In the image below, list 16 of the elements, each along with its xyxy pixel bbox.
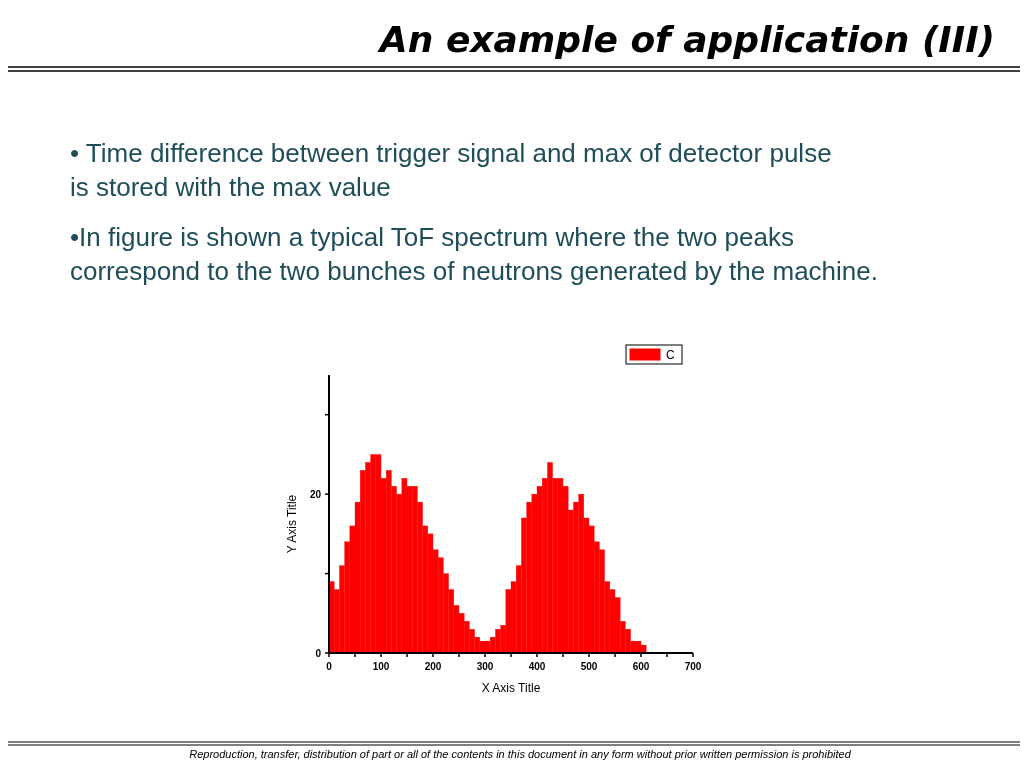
x-axis-title: X Axis Title	[481, 681, 541, 695]
chart-title: An example of application (III)	[376, 19, 995, 60]
x-tick-label: 700	[684, 661, 702, 672]
x-tick-label: 300	[476, 661, 494, 672]
text: •In figure is shown a typical ToF spectrum where the two peaks correspond to the two bunches of neutrons generated by the machine.	[70, 222, 878, 286]
x-tick-label: 200	[424, 661, 442, 672]
x-tick-label: 400	[528, 661, 546, 672]
y-tick-label: 20	[309, 489, 322, 501]
text: Reproduction, transfer, distribution of part or all of the contents in this document in any form without prior written permission is prohibited	[189, 748, 852, 760]
y-axis-title: Y Axis Title	[285, 494, 299, 554]
x-tick-label: 0	[326, 661, 333, 672]
legend-label: C	[666, 348, 675, 362]
x-tick-label: 500	[580, 661, 598, 672]
x-tick-label: 100	[372, 661, 390, 672]
x-tick-label: 600	[632, 661, 650, 672]
text: • Time difference between trigger signal and max of detector pulse is stored with the max value	[70, 138, 832, 202]
